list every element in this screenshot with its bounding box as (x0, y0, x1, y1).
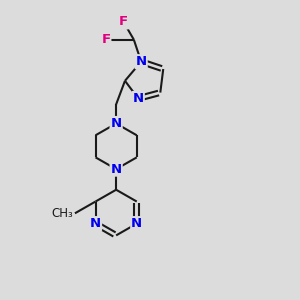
Text: N: N (133, 92, 144, 105)
Text: F: F (101, 33, 110, 46)
Text: N: N (131, 217, 142, 230)
Text: CH₃: CH₃ (52, 207, 74, 220)
Text: N: N (136, 55, 147, 68)
Text: F: F (119, 15, 128, 28)
Text: N: N (111, 163, 122, 176)
Text: N: N (111, 117, 122, 130)
Text: N: N (90, 217, 101, 230)
